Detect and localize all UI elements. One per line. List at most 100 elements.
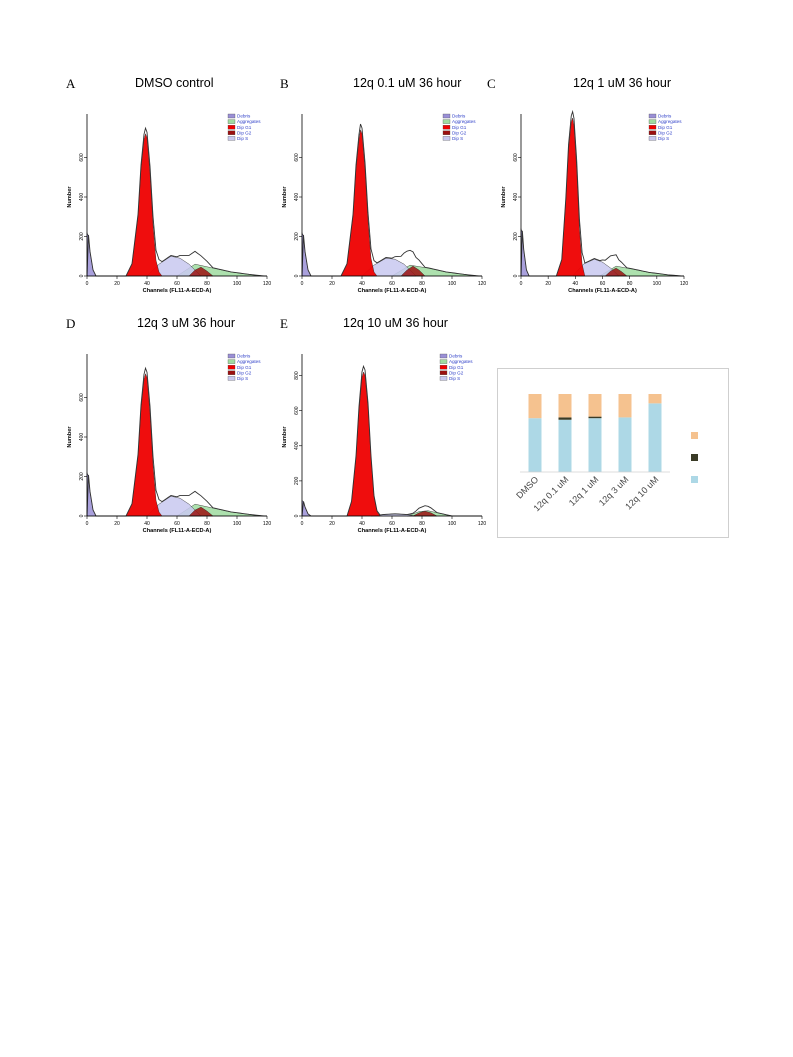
bar-segment (588, 416, 602, 419)
total-curve (86, 126, 267, 277)
legend-label: Dip G1 (237, 365, 252, 370)
x-axis-label: Channels (FL11-A-ECD-A) (143, 528, 212, 534)
y-tick-label: 200 (79, 232, 85, 241)
legend-swatch (439, 376, 448, 381)
y-axis-label: Number (282, 426, 288, 448)
panel-letter: E (280, 316, 288, 331)
x-tick-label: 40 (359, 281, 365, 287)
x-tick-label: 60 (174, 521, 180, 527)
x-tick-label: 60 (600, 281, 606, 287)
legend-swatch (691, 454, 698, 461)
x-tick-label: 20 (114, 521, 120, 527)
y-tick-label: 200 (294, 476, 300, 485)
legend-swatch (648, 125, 657, 130)
histogram-chart-a: 0 200 400 600 0 20 40 60 80 100 120 Channels (FL11-… (67, 113, 271, 294)
total-curve (301, 364, 482, 517)
x-tick-label: 100 (653, 281, 662, 287)
legend-label: Aggregates (658, 119, 682, 124)
x-tick-label: 0 (86, 281, 89, 287)
bar-segment (618, 417, 632, 472)
panel-title: DMSO control (135, 76, 214, 90)
legend-swatch (439, 365, 448, 370)
legend-swatch (439, 353, 448, 359)
y-axis-label: Number (67, 426, 73, 448)
area-dip-g1 (340, 129, 378, 277)
legend-swatch (227, 136, 236, 141)
legend-swatch (227, 353, 236, 359)
x-tick-label: 20 (329, 521, 335, 527)
x-tick-label: 0 (86, 521, 89, 527)
y-axis-label: Number (282, 186, 288, 208)
legend-swatch (442, 130, 451, 135)
legend-label: Debris (452, 114, 466, 119)
bar-segment (528, 418, 542, 472)
y-tick-label: 200 (79, 472, 85, 481)
x-tick-label: 40 (359, 521, 365, 527)
legend-swatch (648, 130, 657, 135)
x-tick-label: 0 (301, 521, 304, 527)
y-tick-label: 0 (513, 274, 519, 277)
x-tick-label: 60 (389, 521, 395, 527)
y-axis-label: Number (67, 186, 73, 208)
histogram-chart-d: 0 200 400 600 0 20 40 60 80 100 120 Channels (FL11-… (67, 353, 272, 534)
legend-label: Dip S (237, 136, 248, 141)
bar-segment (588, 394, 602, 417)
legend-label: Dip G2 (449, 370, 464, 375)
legend-swatch (442, 113, 451, 119)
y-tick-label: 0 (79, 274, 85, 277)
y-tick-label: 600 (79, 393, 85, 402)
legend-swatch (648, 113, 657, 119)
x-tick-label: 0 (520, 281, 523, 287)
category-label: 12q 1 uM (567, 474, 601, 508)
legend-swatch (439, 359, 448, 364)
legend-swatch (442, 136, 451, 141)
y-tick-label: 400 (294, 193, 300, 202)
panel-title: 12q 0.1 uM 36 hour (353, 76, 462, 90)
x-tick-label: 80 (627, 281, 633, 287)
x-tick-label: 80 (419, 521, 425, 527)
x-tick-label: 20 (329, 281, 335, 287)
x-axis-label: Channels (FL11-A-ECD-A) (143, 288, 212, 294)
legend-swatch (227, 113, 236, 119)
area-dip-g1 (125, 373, 163, 517)
y-tick-label: 600 (294, 153, 300, 162)
y-tick-label: 200 (294, 232, 300, 241)
legend-label: Dip G1 (658, 125, 673, 130)
legend-label: Dip S (658, 136, 669, 141)
x-tick-label: 60 (389, 281, 395, 287)
panel-title: 12q 10 uM 36 hour (343, 316, 448, 330)
x-axis-label: Channels (FL11-A-ECD-A) (358, 528, 427, 534)
x-tick-label: 120 (478, 281, 487, 287)
total-curve (301, 123, 482, 277)
legend-label: Dip S (449, 376, 460, 381)
bar-segment (528, 394, 542, 419)
x-tick-label: 100 (233, 521, 242, 527)
area-dip-g1 (125, 133, 163, 277)
legend-swatch (691, 432, 698, 439)
histogram-chart-b: 0 200 400 600 0 20 40 60 80 100 120 Channels (FL11-… (282, 113, 487, 294)
x-tick-label: 40 (573, 281, 579, 287)
x-axis-label: Channels (FL11-A-ECD-A) (568, 288, 637, 294)
y-tick-label: 0 (79, 514, 85, 517)
x-tick-label: 20 (114, 281, 120, 287)
bar-segment (558, 394, 572, 418)
legend-swatch (227, 365, 236, 370)
legend-swatch (227, 130, 236, 135)
legend-label: Aggregates (452, 119, 476, 124)
legend-swatch (691, 476, 698, 483)
y-tick-label: 800 (294, 371, 300, 380)
y-axis-label: Number (501, 186, 507, 208)
legend-label: Aggregates (237, 119, 261, 124)
total-curve (86, 366, 267, 517)
legend-swatch (227, 370, 236, 375)
x-tick-label: 120 (263, 521, 272, 527)
category-label: DMSO (514, 474, 540, 500)
legend-swatch (648, 119, 657, 124)
x-tick-label: 60 (174, 281, 180, 287)
bar-segment (648, 394, 662, 404)
histogram-chart-c: 0 200 400 600 0 20 40 60 80 100 120 Channels (FL11-… (501, 109, 688, 294)
x-tick-label: 100 (448, 521, 457, 527)
x-tick-label: 80 (204, 281, 210, 287)
x-tick-label: 40 (144, 521, 150, 527)
